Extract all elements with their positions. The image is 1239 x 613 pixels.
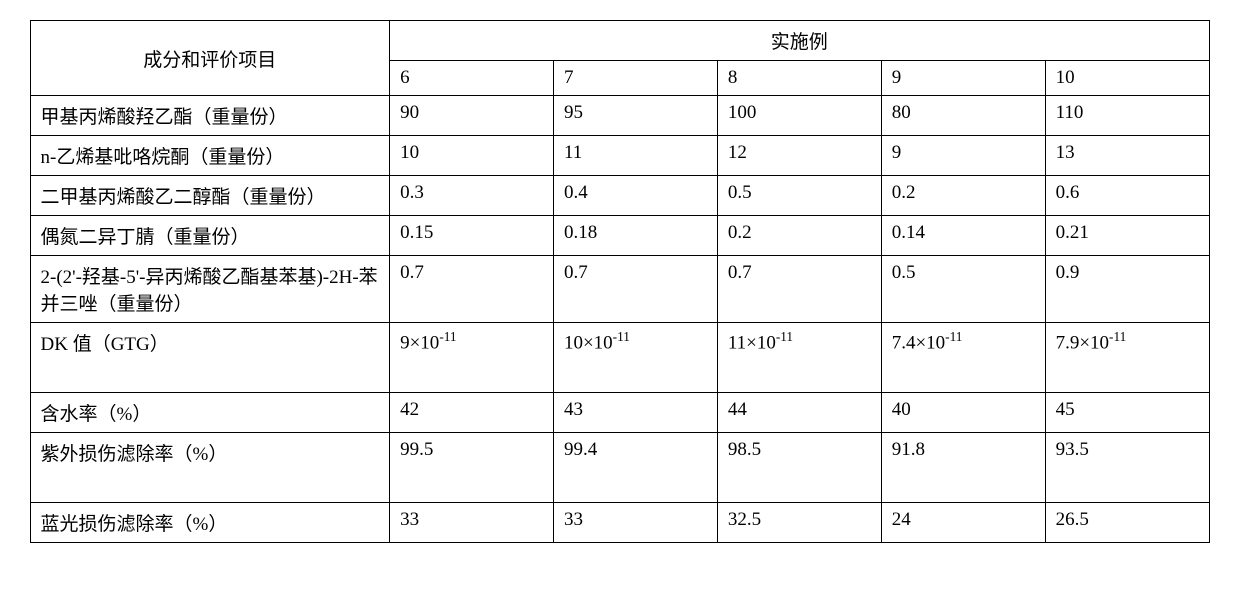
cell: 24 xyxy=(881,503,1045,543)
cell: 0.5 xyxy=(881,256,1045,323)
cell: 90 xyxy=(390,96,554,136)
cell: 11×10-11 xyxy=(717,323,881,393)
cell: 33 xyxy=(553,503,717,543)
table-container: 成分和评价项目 实施例 6 7 8 9 10 甲基丙烯酸羟乙酯（重量份） 90 … xyxy=(30,20,1210,543)
header-col-1: 7 xyxy=(553,61,717,96)
cell: 0.7 xyxy=(390,256,554,323)
cell: 0.14 xyxy=(881,216,1045,256)
cell: 42 xyxy=(390,393,554,433)
cell: 99.5 xyxy=(390,433,554,503)
cell: 0.7 xyxy=(553,256,717,323)
header-col-4: 10 xyxy=(1045,61,1209,96)
cell: 32.5 xyxy=(717,503,881,543)
cell: 0.7 xyxy=(717,256,881,323)
header-col-2: 8 xyxy=(717,61,881,96)
row-label: n-乙烯基吡咯烷酮（重量份） xyxy=(30,136,390,176)
cell: 12 xyxy=(717,136,881,176)
table-row: 蓝光损伤滤除率（%） 33 33 32.5 24 26.5 xyxy=(30,503,1209,543)
cell: 100 xyxy=(717,96,881,136)
row-label: 甲基丙烯酸羟乙酯（重量份） xyxy=(30,96,390,136)
cell: 10 xyxy=(390,136,554,176)
row-label: 蓝光损伤滤除率（%） xyxy=(30,503,390,543)
row-label: 含水率（%） xyxy=(30,393,390,433)
cell: 80 xyxy=(881,96,1045,136)
cell: 43 xyxy=(553,393,717,433)
cell: 0.4 xyxy=(553,176,717,216)
header-examples-label: 实施例 xyxy=(390,21,1209,61)
row-label: 偶氮二异丁腈（重量份） xyxy=(30,216,390,256)
cell: 98.5 xyxy=(717,433,881,503)
cell: 0.2 xyxy=(717,216,881,256)
cell: 0.21 xyxy=(1045,216,1209,256)
cell: 7.4×10-11 xyxy=(881,323,1045,393)
table-row: DK 值（GTG） 9×10-11 10×10-11 11×10-11 7.4×… xyxy=(30,323,1209,393)
cell: 9 xyxy=(881,136,1045,176)
cell: 26.5 xyxy=(1045,503,1209,543)
table-row: 含水率（%） 42 43 44 40 45 xyxy=(30,393,1209,433)
row-label: 二甲基丙烯酸乙二醇酯（重量份） xyxy=(30,176,390,216)
cell: 0.15 xyxy=(390,216,554,256)
table-row: 二甲基丙烯酸乙二醇酯（重量份） 0.3 0.4 0.5 0.2 0.6 xyxy=(30,176,1209,216)
row-label: 2-(2'-羟基-5'-异丙烯酸乙酯基苯基)-2H-苯并三唑（重量份） xyxy=(30,256,390,323)
cell: 0.6 xyxy=(1045,176,1209,216)
cell: 99.4 xyxy=(553,433,717,503)
cell: 0.9 xyxy=(1045,256,1209,323)
table-row: 2-(2'-羟基-5'-异丙烯酸乙酯基苯基)-2H-苯并三唑（重量份） 0.7 … xyxy=(30,256,1209,323)
header-row-1: 成分和评价项目 实施例 xyxy=(30,21,1209,61)
cell: 9×10-11 xyxy=(390,323,554,393)
cell: 13 xyxy=(1045,136,1209,176)
header-col-0: 6 xyxy=(390,61,554,96)
row-label: DK 值（GTG） xyxy=(30,323,390,393)
table-row: 偶氮二异丁腈（重量份） 0.15 0.18 0.2 0.14 0.21 xyxy=(30,216,1209,256)
cell: 93.5 xyxy=(1045,433,1209,503)
cell: 0.2 xyxy=(881,176,1045,216)
data-table: 成分和评价项目 实施例 6 7 8 9 10 甲基丙烯酸羟乙酯（重量份） 90 … xyxy=(30,20,1210,543)
cell: 0.5 xyxy=(717,176,881,216)
cell: 10×10-11 xyxy=(553,323,717,393)
cell: 44 xyxy=(717,393,881,433)
cell: 0.3 xyxy=(390,176,554,216)
cell: 7.9×10-11 xyxy=(1045,323,1209,393)
cell: 95 xyxy=(553,96,717,136)
cell: 110 xyxy=(1045,96,1209,136)
cell: 40 xyxy=(881,393,1045,433)
table-row: 甲基丙烯酸羟乙酯（重量份） 90 95 100 80 110 xyxy=(30,96,1209,136)
table-row: 紫外损伤滤除率（%） 99.5 99.4 98.5 91.8 93.5 xyxy=(30,433,1209,503)
cell: 33 xyxy=(390,503,554,543)
cell: 91.8 xyxy=(881,433,1045,503)
table-row: n-乙烯基吡咯烷酮（重量份） 10 11 12 9 13 xyxy=(30,136,1209,176)
header-col-3: 9 xyxy=(881,61,1045,96)
header-label-column: 成分和评价项目 xyxy=(30,21,390,96)
row-label: 紫外损伤滤除率（%） xyxy=(30,433,390,503)
cell: 11 xyxy=(553,136,717,176)
cell: 45 xyxy=(1045,393,1209,433)
cell: 0.18 xyxy=(553,216,717,256)
